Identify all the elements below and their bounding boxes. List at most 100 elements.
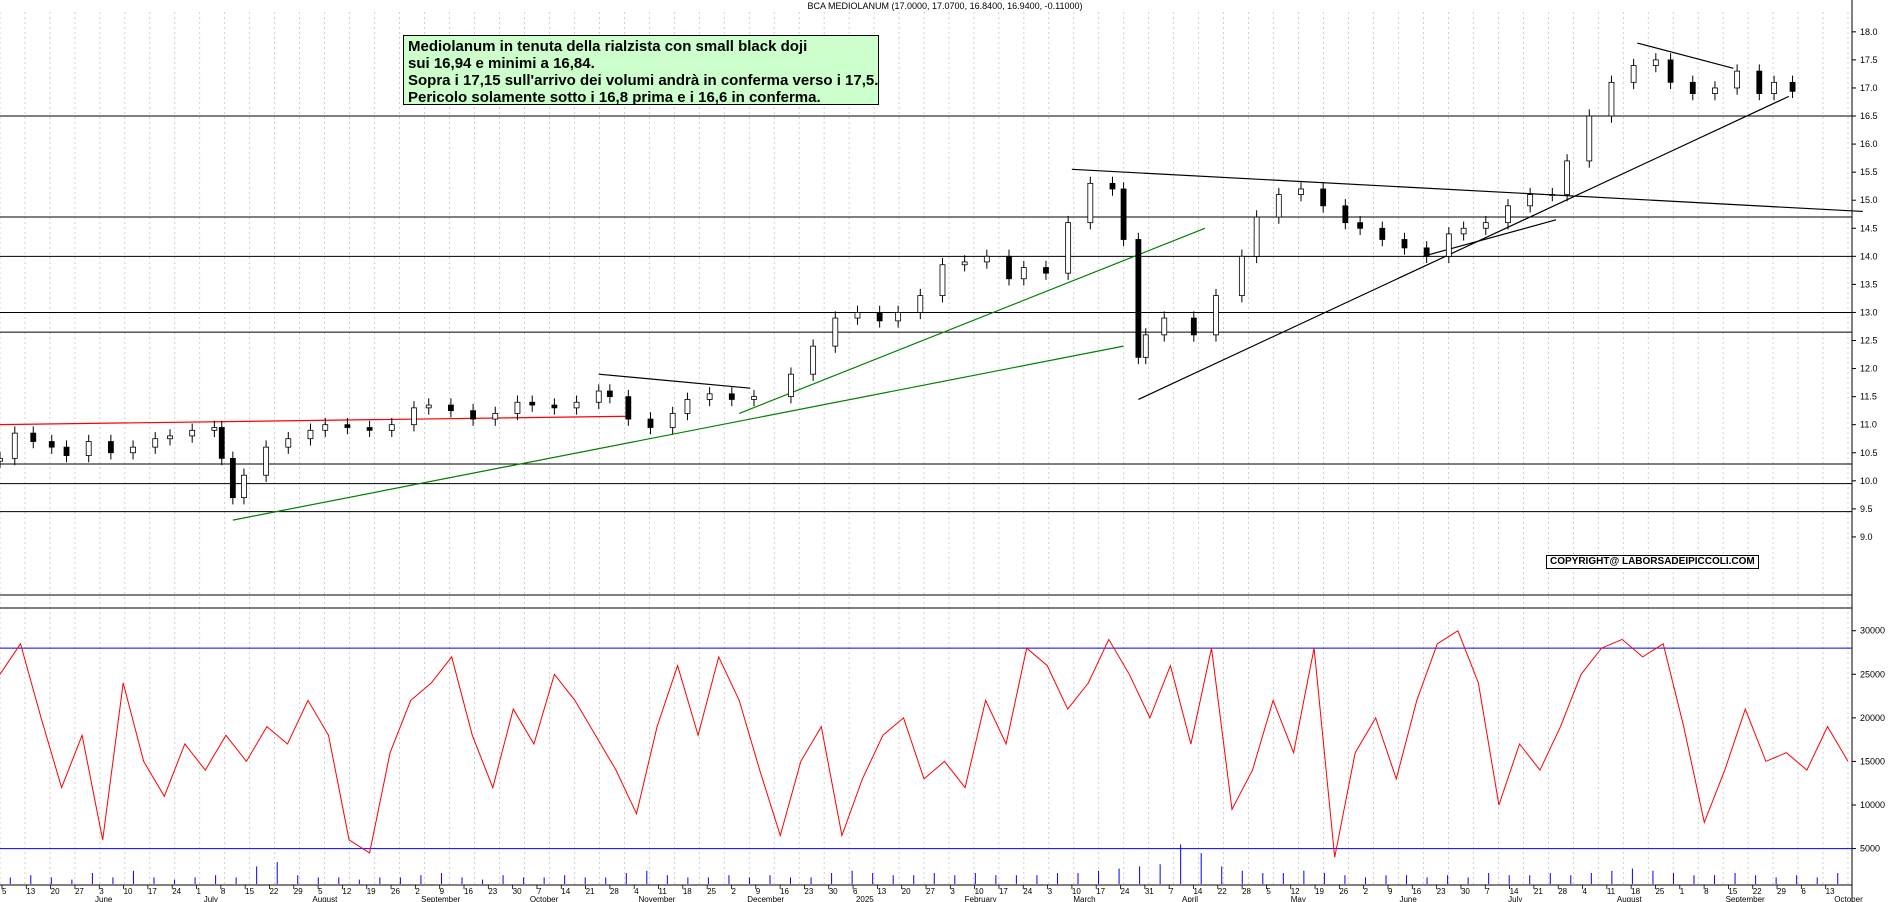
price-tick-label: 16.0 [1860,139,1878,149]
price-tick-label: 14.5 [1860,223,1878,233]
candle-body [706,393,713,400]
month-label: February [965,895,997,902]
trendline-black [1071,168,1863,213]
day-tick-label: 18 [683,887,692,896]
month-label: August [312,895,338,902]
candle-body [606,390,613,398]
candle-body [1630,65,1637,83]
candle-body [573,401,580,409]
candle-body [1608,81,1615,117]
day-tick-label: 24 [1023,887,1032,896]
day-tick-label: 3 [950,887,955,896]
candle-body [939,264,946,297]
day-tick-label: 13 [26,887,35,896]
day-tick-label: 30 [1461,887,1470,896]
day-tick-label: 20 [902,887,911,896]
candle-body [1135,239,1142,358]
candle-body [669,413,676,428]
candle-body [492,413,499,420]
candle-body [130,446,136,454]
candle-body [751,396,757,400]
day-tick-label: 23 [1437,887,1446,896]
price-tick-label: 13.0 [1860,307,1878,317]
candle-body [63,446,70,456]
day-tick-label: 20 [51,887,60,896]
candle-body [1006,255,1012,280]
candle-body [1020,267,1027,280]
candle-body [1460,227,1467,235]
candle-body [1043,267,1049,274]
candle-body [684,399,691,414]
day-tick-label: 26 [1339,887,1348,896]
candle-body [152,438,159,448]
candle-body [1120,188,1127,240]
trendline-green [738,227,1206,415]
day-tick-label: 5 [2,887,7,896]
candle-body [514,401,521,414]
candle-body [728,393,735,400]
month-label: October [1834,895,1863,902]
trendline-black [598,373,751,389]
price-tick-label: 9.5 [1860,504,1873,514]
day-tick-label: 15 [245,887,254,896]
candle-body [366,427,373,431]
month-label: June [95,895,113,902]
candle-body [1482,222,1489,229]
candle-body [1586,115,1593,162]
candle-body [241,474,247,499]
osc-tick-label: 20000 [1860,713,1885,723]
candle-body [832,317,839,347]
candle-body [961,261,968,266]
day-tick-label: 5 [1266,887,1271,896]
annotation-line-1: Mediolanum in tenuta della rialzista con… [408,38,808,55]
day-tick-label: 9 [1388,887,1393,896]
candle-body [625,396,632,420]
month-label: May [1291,895,1306,902]
month-label: 2025 [856,895,874,902]
day-tick-label: 27 [75,887,84,896]
day-tick-label: 30 [513,887,522,896]
day-tick-label: 31 [1145,887,1154,896]
day-tick-label: 23 [804,887,813,896]
day-tick-label: 6 [1801,887,1806,896]
candle-body [1298,188,1304,195]
day-tick-label: 13 [1826,887,1835,896]
candle-body [1689,81,1696,94]
trendline-red [0,415,629,426]
day-tick-label: 7 [537,887,542,896]
candle-body [810,345,817,375]
candle-body [85,441,92,456]
trendline-black [1637,42,1734,69]
candle-body [1275,194,1282,218]
price-tick-label: 16.5 [1860,111,1878,121]
day-tick-label: 23 [488,887,497,896]
month-label: April [1182,895,1198,902]
day-tick-label: 9 [756,887,761,896]
day-tick-label: 24 [1121,887,1130,896]
candle-body [167,435,173,440]
day-tick-label: 10 [975,887,984,896]
candle-body [1527,194,1534,207]
day-tick-label: 30 [829,887,838,896]
day-tick-label: 2 [1364,887,1369,896]
day-tick-label: 16 [1412,887,1421,896]
candle-body [1734,70,1741,89]
day-tick-label: 22 [1753,887,1762,896]
candle-body [411,407,417,426]
price-tick-label: 17.0 [1860,83,1878,93]
month-label: December [747,895,784,902]
trendline-black [1422,219,1557,257]
analysis-annotation: Mediolanum in tenuta della rialzista con… [403,35,879,106]
candle-body [30,432,37,442]
day-tick-label: 8 [221,887,226,896]
candle-body [1789,81,1796,92]
candle-body [1564,160,1571,195]
price-tick-label: 14.0 [1860,251,1878,261]
price-tick-label: 11.5 [1860,392,1877,402]
month-label: October [530,895,559,902]
day-tick-label: 15 [1728,887,1737,896]
candle-body [1445,233,1452,257]
day-tick-label: 18 [1631,887,1640,896]
day-tick-label: 26 [391,887,400,896]
